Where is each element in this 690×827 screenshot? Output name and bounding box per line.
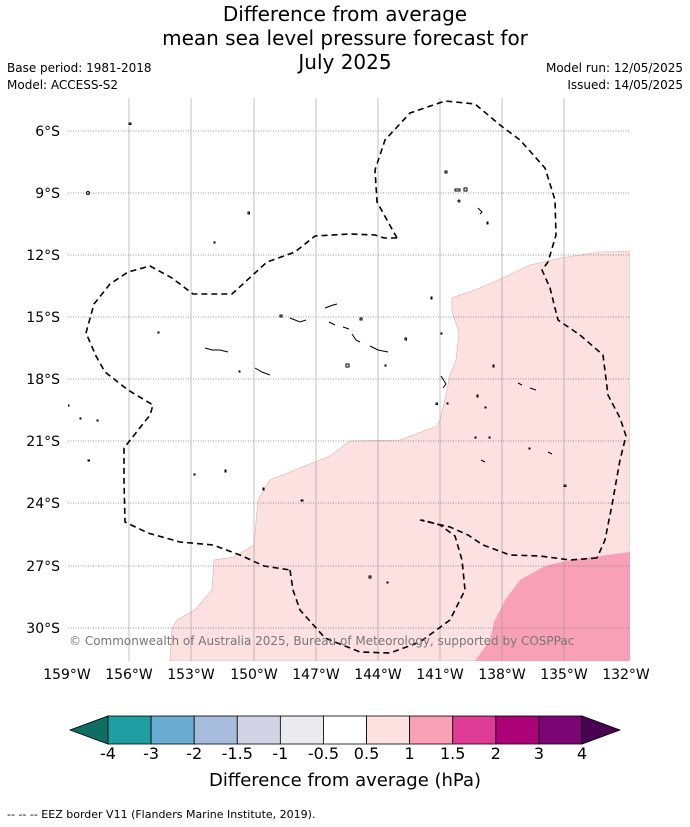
issued-date: Issued: 14/05/2025: [567, 78, 683, 92]
lon-label: 153°W: [167, 667, 215, 683]
lon-label: 147°W: [292, 667, 340, 683]
colorbar-segment: [107, 715, 152, 745]
colorbar-arrow-left: [68, 715, 109, 745]
colorbar-segment: [236, 715, 281, 745]
eez-border: [85, 100, 627, 654]
meta-right: Model run: 12/05/2025 Issued: 14/05/2025: [546, 60, 683, 94]
lat-label: 21°S: [26, 434, 60, 450]
eez-legend-note: -- -- -- EEZ border V11 (Flanders Marine…: [7, 808, 316, 821]
colorbar-segment: [495, 715, 540, 745]
lon-label: 135°W: [540, 667, 588, 683]
eez-border-north-loop: [374, 100, 627, 559]
graticule-meridians: [128, 98, 565, 661]
colorbar: [68, 715, 622, 745]
copyright-notice: © Commonwealth of Australia 2025, Bureau…: [69, 634, 575, 648]
colorbar-tick-label: 3: [533, 744, 544, 763]
colorbar-segment: [323, 715, 367, 745]
title-line-1: Difference from average: [222, 2, 468, 26]
colorbar-tick-label: -2: [186, 744, 203, 763]
map-plot-area: [68, 98, 630, 661]
lon-label: 132°W: [602, 667, 650, 683]
colorbar-tick-label: -3: [143, 744, 160, 763]
lat-label: 12°S: [26, 248, 60, 264]
model-run: Model run: 12/05/2025: [545, 61, 683, 75]
colorbar-tick-label: -4: [100, 744, 116, 763]
anomaly-region-1-to-1.5: [475, 552, 630, 661]
colorbar-tick-label: 0.5: [353, 744, 380, 763]
colorbar-tick-label: 4: [576, 744, 588, 763]
colorbar-tick-label: 1: [404, 744, 415, 763]
lat-label: 9°S: [35, 186, 60, 202]
lon-label: 141°W: [416, 667, 464, 683]
lat-label: 18°S: [26, 372, 60, 388]
colorbar-segment: [279, 715, 324, 745]
colorbar-segment: [452, 715, 497, 745]
lat-label: 6°S: [35, 124, 60, 140]
lat-label: 30°S: [26, 621, 60, 637]
lat-label: 27°S: [26, 559, 60, 575]
latitude-axis-labels: 6°S 9°S 12°S 15°S 18°S 21°S 24°S 27°S 30…: [26, 124, 60, 637]
graticule: [68, 130, 630, 629]
meta-left: Base period: 1981-2018 Model: ACCESS-S2: [7, 60, 152, 94]
lon-label: 144°W: [354, 667, 402, 683]
colorbar-tick-label: -1.5: [221, 744, 253, 763]
colorbar-tick-label: -1: [272, 744, 289, 763]
islands: [68, 122, 567, 584]
eez-border-south: [419, 519, 598, 561]
lon-label: 150°W: [230, 667, 278, 683]
eez-border-north-west: [85, 233, 397, 571]
colorbar-segment: [366, 715, 411, 745]
colorbar-arrow-right: [581, 715, 622, 745]
map-title: Difference from average mean sea level p…: [0, 2, 690, 74]
lon-label: 156°W: [105, 667, 153, 683]
lon-label: 138°W: [478, 667, 526, 683]
eez-border-south-loop: [289, 519, 466, 654]
anomaly-region-0.5-to-1: [169, 250, 630, 661]
base-period: Base period: 1981-2018: [7, 61, 152, 75]
title-line-2: mean sea level pressure forecast for: [162, 26, 528, 50]
lat-label: 15°S: [26, 310, 60, 326]
colorbar-tick-label: -0.5: [307, 744, 340, 763]
colorbar-title: Difference from average (hPa): [208, 770, 482, 791]
colorbar-segment: [538, 715, 583, 745]
colorbar-tick-label: 2: [490, 744, 501, 763]
lon-label: 159°W: [43, 667, 91, 683]
colorbar-segment: [193, 715, 238, 745]
title-line-3: July 2025: [298, 50, 392, 74]
lat-label: 24°S: [26, 496, 60, 512]
colorbar-tick-label: 1.5: [439, 744, 466, 763]
colorbar-segment: [150, 715, 195, 745]
colorbar-segment: [409, 715, 454, 745]
model-name: Model: ACCESS-S2: [7, 78, 119, 92]
longitude-axis-labels: 159°W 156°W 153°W 150°W 147°W 144°W 141°…: [43, 667, 650, 683]
